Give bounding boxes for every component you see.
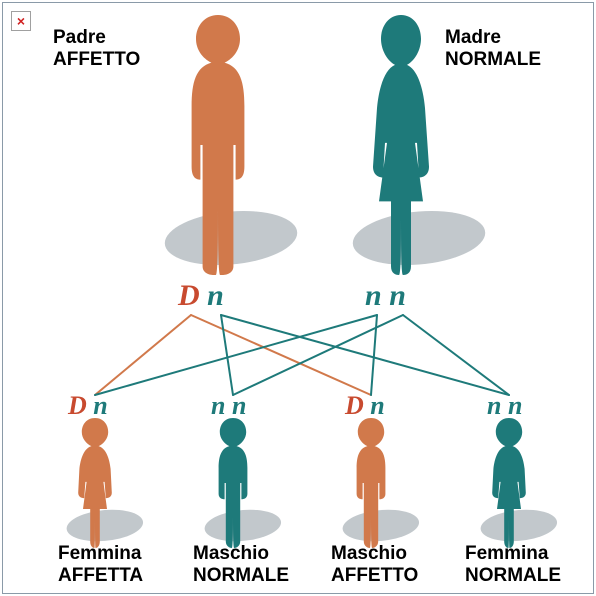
- child-genotype: n n: [211, 393, 246, 419]
- inheritance-lines: [3, 3, 593, 593]
- diagram-frame: × Padre AFFETTO Madre NORMALE D n n n Fe…: [2, 2, 594, 594]
- child-label: Femmina AFFETTA: [58, 543, 143, 587]
- allele: n: [487, 393, 501, 419]
- child-label: Maschio NORMALE: [193, 543, 289, 587]
- allele: n: [93, 393, 107, 419]
- child-genotype: D n: [68, 393, 108, 419]
- allele: n: [508, 393, 522, 419]
- child-label: Femmina NORMALE: [465, 543, 561, 587]
- child-label: Maschio AFFETTO: [331, 543, 418, 587]
- allele: n: [370, 393, 384, 419]
- allele: n: [232, 393, 246, 419]
- allele: n: [211, 393, 225, 419]
- allele: D: [345, 393, 364, 419]
- child-genotype: D n: [345, 393, 385, 419]
- child-genotype: n n: [487, 393, 522, 419]
- allele: D: [68, 393, 87, 419]
